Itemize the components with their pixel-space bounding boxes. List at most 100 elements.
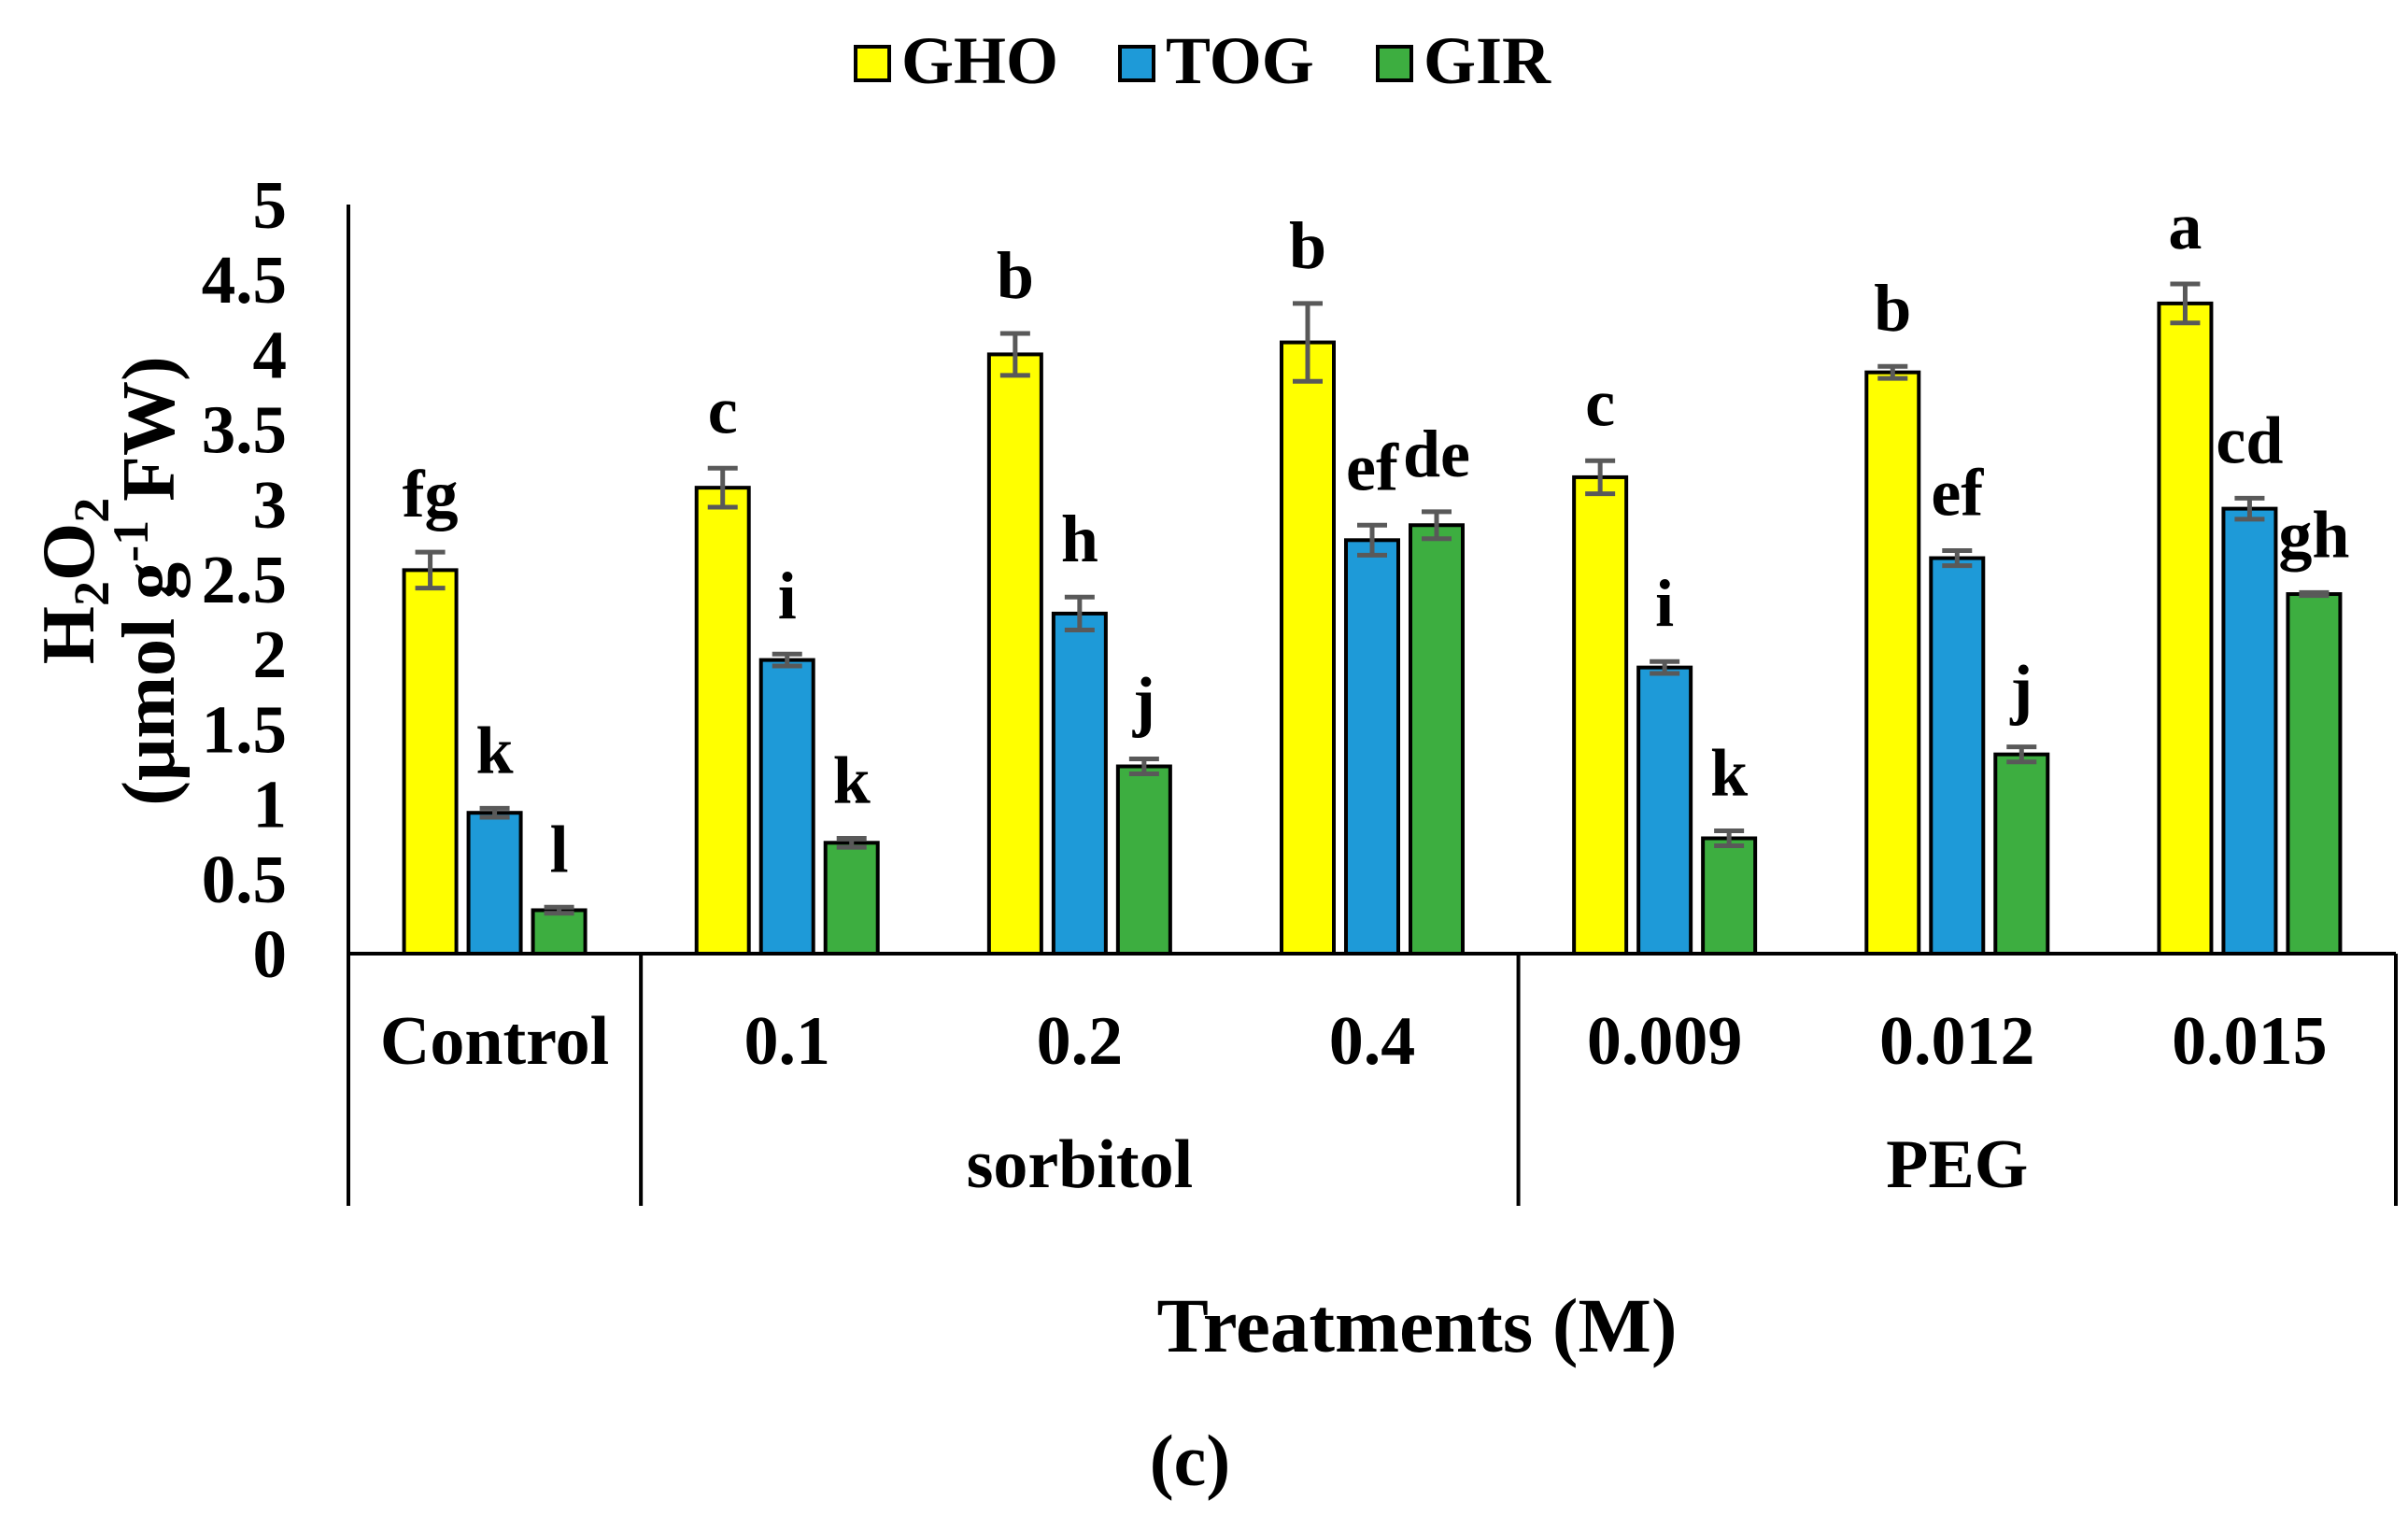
y-tick-label-1: 0.5 [202,842,287,917]
error-bar-gir-cat-1 [836,835,867,850]
significance-letter-gho-cat-3: b [1289,208,1326,283]
x-category-label-5: 0.012 [1879,1003,2035,1080]
y-tick-label-2: 1 [253,767,288,842]
significance-letter-gir-cat-4: k [1710,735,1748,810]
legend-item-gir: GIR [1376,23,1551,98]
significance-letter-gho-cat-2: b [997,238,1034,313]
bar-gho-cat-0 [402,568,459,956]
y-label-o: O [28,523,110,581]
bar-tog-cat-4 [1636,665,1693,956]
error-bar-tog-cat-6 [2234,495,2265,522]
bar-gho-cat-2 [986,352,1043,956]
bar-gir-cat-2 [1115,764,1172,956]
y-axis-label-formula: H2O2 [28,498,120,664]
error-bar-tog-cat-1 [772,651,802,669]
x-category-labels: Control 0.1 0.2 0.4 0.009 0.012 0.015 [380,1003,2328,1080]
bar-gho-cat-6 [2157,301,2214,956]
legend-label-gho: GHO [901,23,1058,98]
significance-letter-tog-cat-1: i [778,559,797,633]
bar-tog-cat-5 [1929,556,1986,956]
error-bar-gho-cat-1 [707,465,738,510]
error-bar-gir-cat-3 [1422,509,1452,542]
error-bar-gho-cat-0 [415,549,446,591]
y-tick-label-5: 2.5 [202,542,287,617]
bar-gir-cat-6 [2286,592,2343,956]
error-bar-tog-cat-0 [479,805,510,820]
significance-letter-gho-cat-0: fg [403,457,459,531]
bar-tog-cat-1 [758,658,815,956]
x-category-label-0: Control [380,1003,609,1080]
significance-letter-gho-cat-6: a [2168,189,2202,263]
figure-caption: (c) [1150,1420,1231,1501]
error-bar-gho-cat-3 [1293,301,1323,384]
legend-swatch-gir [1376,45,1413,82]
significance-letter-gir-cat-6: gh [2278,497,2349,572]
bar-gho-cat-1 [694,486,751,956]
error-bar-tog-cat-2 [1064,594,1095,633]
significance-letter-gho-cat-5: b [1874,271,1911,346]
x-category-label-2: 0.2 [1037,1003,1124,1080]
x-category-label-3: 0.4 [1329,1003,1416,1080]
error-bar-gho-cat-2 [999,331,1030,378]
bar-gir-cat-1 [823,841,880,956]
legend: GHO TOG GIR [854,23,1551,98]
significance-letter-gir-cat-1: k [833,743,871,817]
bar-gho-cat-3 [1280,340,1336,956]
legend-swatch-tog [1118,45,1155,82]
significance-letter-tog-cat-5: ef [1931,456,1984,531]
x-category-label-1: 0.1 [744,1003,830,1080]
y-tick-labels: 00.511.522.533.544.55 [202,167,287,992]
error-bar-gir-cat-0 [544,904,574,916]
bars [402,301,2343,956]
bar-tog-cat-3 [1344,538,1400,956]
significance-letter-gho-cat-4: c [1585,365,1615,440]
legend-item-gho: GHO [854,23,1058,98]
bar-gir-cat-4 [1701,836,1758,956]
error-bar-gir-cat-4 [1714,828,1745,849]
x-axis-title: Treatments (M) [1157,1282,1678,1368]
significance-letter-gir-cat-5: j [2009,652,2033,727]
y-label-subscript-1: 2 [64,581,120,606]
y-label-unit-post: FW) [108,356,191,520]
error-bar-tog-cat-5 [1942,548,1973,569]
y-tick-label-0: 0 [253,916,288,992]
error-bar-gir-cat-2 [1128,756,1159,777]
x-category-label-6: 0.015 [2172,1003,2328,1080]
significance-letter-tog-cat-3: ef [1346,430,1399,504]
legend-item-tog: TOG [1118,23,1314,98]
significance-letter-tog-cat-2: h [1061,502,1098,576]
significance-letter-gir-cat-3: de [1403,417,1470,491]
error-bar-gho-cat-6 [2170,281,2201,326]
y-axis-label-unit: (μmol g-1 FW) [103,356,191,805]
legend-label-tog: TOG [1166,23,1314,98]
bar-gho-cat-5 [1864,370,1921,956]
error-bar-gir-cat-5 [2006,744,2037,765]
error-bar-tog-cat-3 [1357,522,1387,558]
error-bar-gir-cat-6 [2299,589,2330,599]
x-group-label-peg: PEG [1886,1126,2028,1203]
x-group-label-sorbitol: sorbitol [967,1126,1194,1203]
y-tick-label-4: 2 [253,616,288,692]
y-tick-label-6: 3 [253,467,288,543]
y-tick-label-9: 4.5 [202,242,287,318]
bar-gho-cat-4 [1572,474,1629,956]
significance-letter-tog-cat-4: i [1655,566,1674,641]
y-tick-label-10: 5 [253,167,288,243]
y-label-unit-superscript: -1 [103,520,159,562]
significance-letter-gir-cat-2: j [1132,663,1155,738]
significance-letter-tog-cat-0: k [476,713,514,787]
axes [347,205,2398,1206]
x-group-labels: sorbitol PEG [967,1126,2029,1203]
significance-letter-gho-cat-1: c [708,373,738,447]
error-bar-tog-cat-4 [1650,658,1680,676]
bar-tog-cat-0 [466,811,523,956]
y-label-unit-pre: (μmol g [108,562,191,806]
y-tick-label-7: 3.5 [202,392,287,468]
significance-letter-tog-cat-6: cd [2216,403,2283,477]
y-label-subscript-2: 2 [64,498,120,523]
legend-swatch-gho [854,45,891,82]
y-label-h: H [28,606,110,664]
